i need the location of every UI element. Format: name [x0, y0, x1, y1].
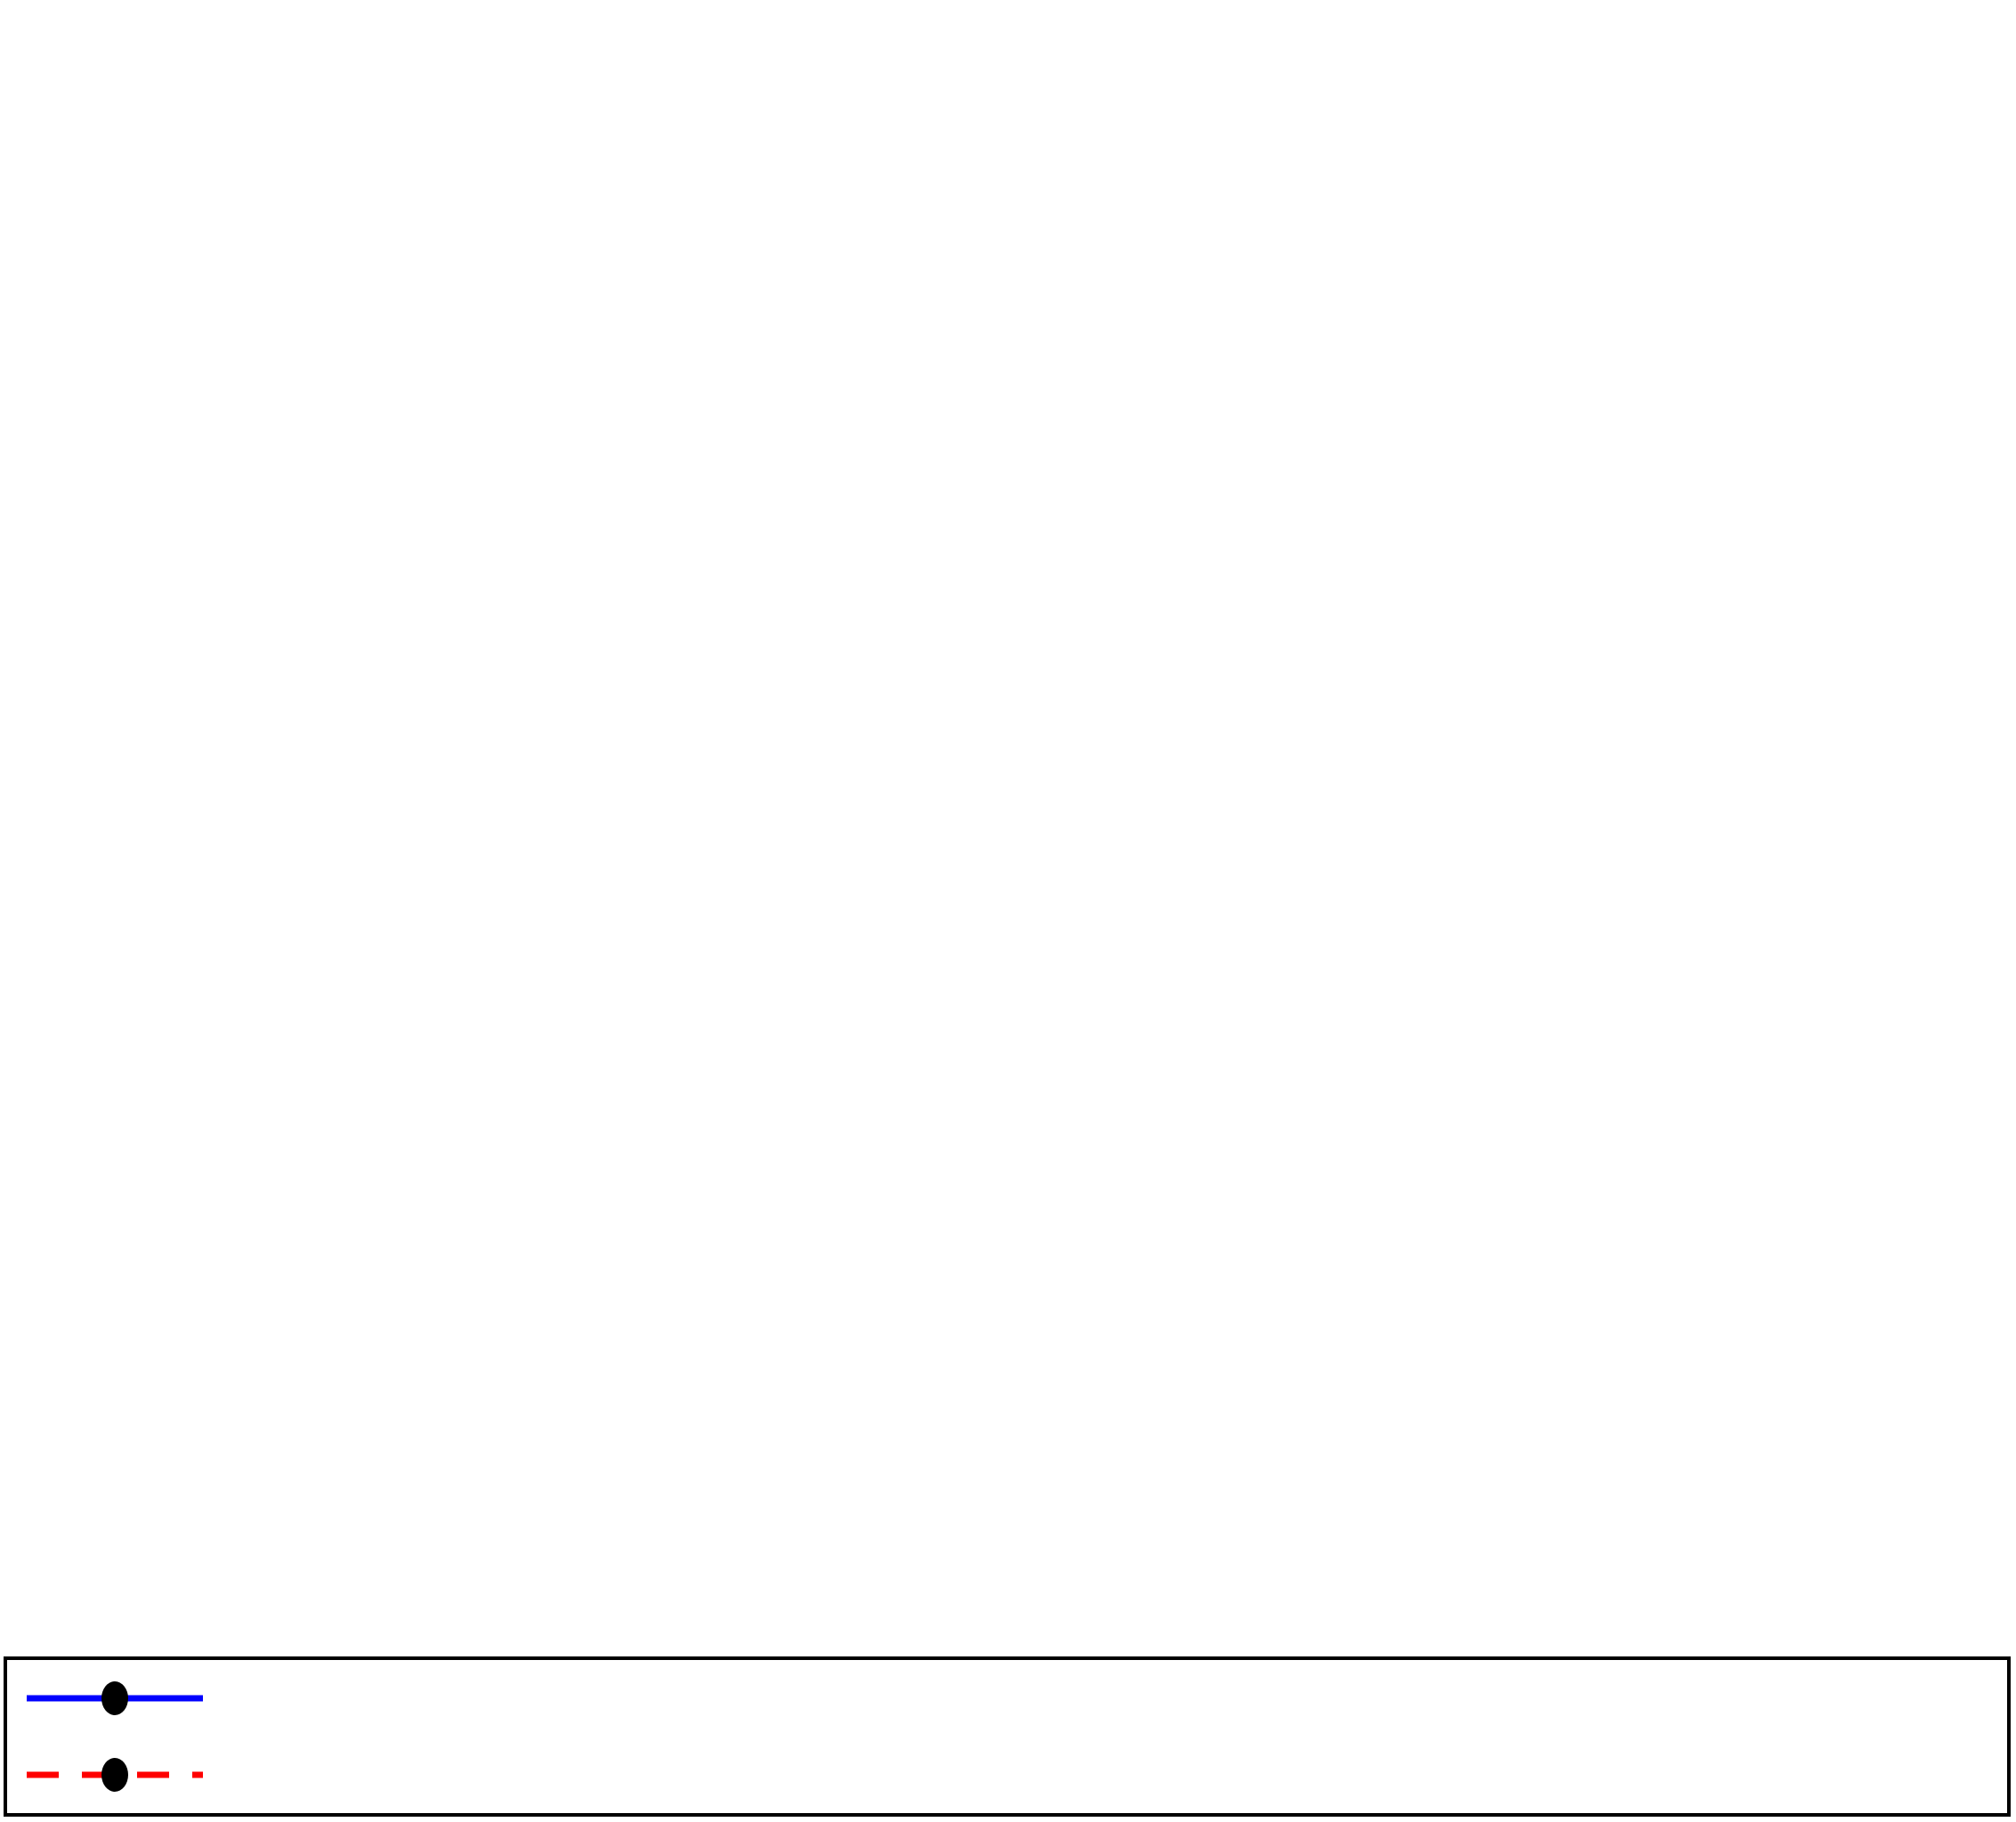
legend-marker-dot [101, 1681, 128, 1715]
legend-sample-solid-blue-line [27, 1681, 203, 1715]
legend-entry-model-1 [7, 1660, 2007, 1737]
legend-sample-dashed-red-line [27, 1758, 203, 1792]
legend-box [4, 1656, 2011, 1817]
legend-marker-dot [101, 1758, 128, 1792]
legend-entry-model-2 [7, 1737, 2007, 1813]
